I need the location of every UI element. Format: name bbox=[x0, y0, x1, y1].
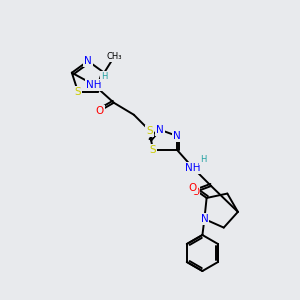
Text: N: N bbox=[200, 214, 208, 224]
Text: NH: NH bbox=[185, 163, 201, 173]
Text: N: N bbox=[84, 56, 92, 66]
Text: N: N bbox=[173, 131, 181, 141]
Text: O: O bbox=[96, 106, 104, 116]
Text: S: S bbox=[146, 126, 153, 136]
Text: S: S bbox=[146, 126, 153, 136]
Text: H: H bbox=[200, 155, 206, 164]
Text: H: H bbox=[100, 72, 107, 81]
Text: O: O bbox=[191, 187, 199, 197]
Text: S: S bbox=[150, 145, 156, 155]
Text: NH: NH bbox=[86, 80, 102, 90]
Text: N: N bbox=[156, 125, 164, 135]
Text: S: S bbox=[75, 87, 81, 97]
Text: O: O bbox=[188, 183, 197, 193]
Text: CH₃: CH₃ bbox=[106, 52, 122, 61]
